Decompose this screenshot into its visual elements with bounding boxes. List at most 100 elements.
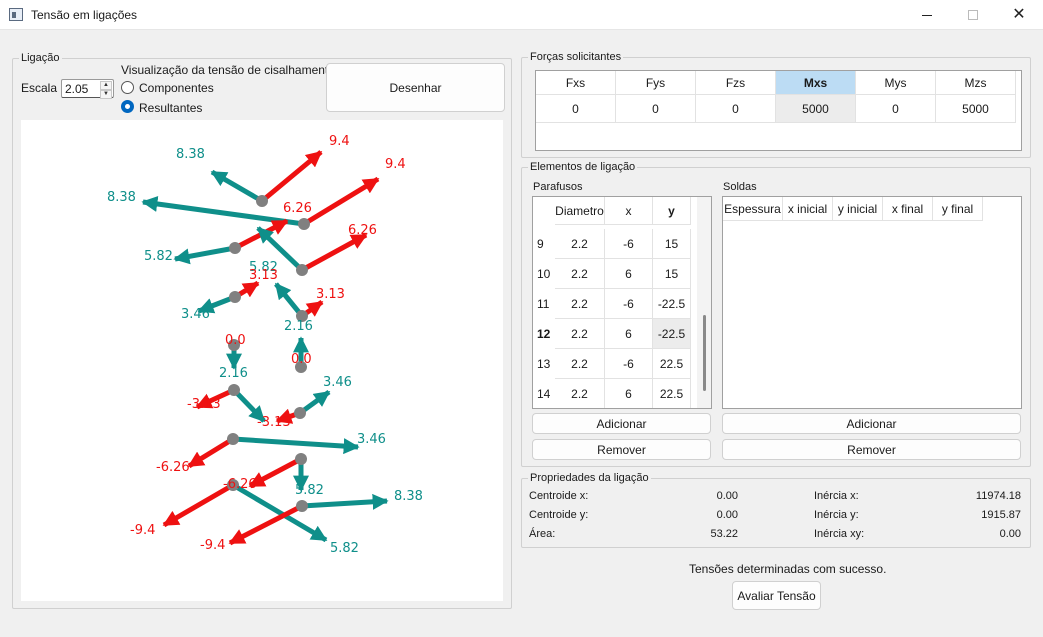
- teal-stress-label: 5.82: [295, 483, 324, 498]
- forcas-table[interactable]: Fxs 0 Fys 0 Fzs 0 Mxs 5000 Mys 0 Mzs 5000: [535, 70, 1022, 151]
- componentes-radio[interactable]: [121, 81, 134, 94]
- bolt-node: [296, 264, 308, 276]
- forcas-header-mys[interactable]: Mys: [856, 71, 936, 95]
- red-resultant-arrow: [233, 218, 289, 251]
- forcas-cell-mxs[interactable]: 5000: [776, 95, 856, 123]
- soldas-header-x-inicial[interactable]: x inicial: [783, 197, 833, 221]
- teal-resultant-arrow: [232, 436, 360, 455]
- desenhar-button[interactable]: Desenhar: [326, 63, 505, 112]
- parafusos-cell-x[interactable]: 6: [605, 319, 653, 349]
- bolt-node: [296, 310, 308, 322]
- parafusos-scrollbar-thumb[interactable]: [703, 315, 706, 391]
- parafusos-row-index: 13: [537, 357, 551, 371]
- parafusos-cell-d[interactable]: 2.2: [555, 349, 605, 379]
- teal-resultant-arrow: [210, 169, 264, 204]
- parafusos-table[interactable]: Diametro x y 9 2.2 -6 15 10 2.2 6 15 11 2.2 -6 -22.5 12…: [532, 196, 712, 409]
- forcas-header-mzs[interactable]: Mzs: [936, 71, 1016, 95]
- inercia-xy-value: 0.00: [999, 528, 1021, 540]
- resultantes-radio[interactable]: [121, 100, 134, 113]
- forcas-header-fys[interactable]: Fys: [616, 71, 696, 95]
- maximize-button[interactable]: [950, 0, 996, 30]
- teal-stress-label: 8.38: [107, 190, 136, 205]
- forcas-cell-mys[interactable]: 0: [856, 95, 936, 123]
- soldas-header-y-final[interactable]: y final: [933, 197, 983, 221]
- parafusos-cell-y[interactable]: -22.5: [653, 289, 691, 319]
- parafusos-cell-d[interactable]: 2.2: [555, 319, 605, 349]
- forcas-cell-mzs[interactable]: 5000: [936, 95, 1016, 123]
- parafusos-cell-y[interactable]: 22.5: [653, 379, 691, 408]
- forcas-cell-fzs[interactable]: 0: [696, 95, 776, 123]
- teal-resultant-arrow: [231, 482, 328, 543]
- soldas-header-x-final[interactable]: x final: [883, 197, 933, 221]
- parafusos-cell-x[interactable]: -6: [605, 229, 653, 259]
- red-stress-label: -9.4: [200, 538, 225, 553]
- parafusos-cell-x[interactable]: 6: [605, 379, 653, 408]
- soldas-header-y-inicial[interactable]: y inicial: [833, 197, 883, 221]
- bolt-node: [298, 218, 310, 230]
- spin-up-icon[interactable]: ▲: [100, 81, 112, 90]
- parafusos-cell-d[interactable]: 2.2: [555, 379, 605, 408]
- forcas-header-mxs[interactable]: Mxs: [776, 71, 856, 95]
- red-resultant-arrow: [302, 176, 380, 227]
- bolt-node: [229, 242, 241, 254]
- bolt-node: [294, 407, 306, 419]
- parafusos-cell-x[interactable]: 6: [605, 259, 653, 289]
- red-resultant-arrow: [228, 503, 304, 546]
- soldas-remover-button[interactable]: Remover: [722, 439, 1021, 460]
- red-stress-label: 6.26: [283, 201, 312, 216]
- parafusos-header-x[interactable]: x: [605, 197, 653, 225]
- red-stress-label: 9.4: [329, 134, 350, 149]
- parafusos-cell-y[interactable]: 22.5: [653, 349, 691, 379]
- parafusos-cell-y[interactable]: 15: [653, 229, 691, 259]
- parafusos-row-index: 14: [537, 387, 551, 401]
- soldas-table[interactable]: Espessura x inicial y inicial x final y fina…: [722, 196, 1022, 409]
- parafusos-remover-button[interactable]: Remover: [532, 439, 711, 460]
- parafusos-cell-x[interactable]: -6: [605, 289, 653, 319]
- spin-down-icon[interactable]: ▼: [100, 90, 112, 99]
- parafusos-header-y[interactable]: y: [653, 197, 691, 225]
- red-resultant-arrow: [187, 436, 235, 469]
- forcas-group: Forças solicitantes: [521, 50, 1031, 158]
- ligacao-group: Ligação: [12, 51, 512, 609]
- avaliar-tensao-button[interactable]: Avaliar Tensão: [732, 581, 821, 610]
- red-stress-label: -9.4: [130, 523, 155, 538]
- componentes-label[interactable]: Componentes: [139, 81, 214, 95]
- parafusos-cell-y[interactable]: 15: [653, 259, 691, 289]
- red-resultant-arrow: [260, 150, 323, 203]
- stress-drawing: 9.48.389.48.386.265.826.265.823.133.463.…: [107, 134, 423, 556]
- teal-stress-label: 5.82: [330, 541, 359, 556]
- teal-resultant-arrow: [274, 282, 304, 318]
- centroide-y-value: 0.00: [716, 509, 738, 521]
- visualizacao-label: Visualização da tensão de cisalhamento:: [121, 63, 339, 77]
- parafusos-header-diametro[interactable]: Diametro: [555, 197, 605, 225]
- parafusos-cell-y[interactable]: -22.5: [653, 319, 691, 349]
- escala-spinbox[interactable]: 2.05 ▲ ▼: [61, 79, 114, 99]
- parafusos-adicionar-button[interactable]: Adicionar: [532, 413, 711, 434]
- teal-stress-label: 3.46: [181, 307, 210, 322]
- forcas-header-fzs[interactable]: Fzs: [696, 71, 776, 95]
- parafusos-cell-d[interactable]: 2.2: [555, 259, 605, 289]
- centroide-y-label: Centroide y:: [529, 509, 589, 521]
- soldas-adicionar-button[interactable]: Adicionar: [722, 413, 1021, 434]
- title-bar: Tensão em ligações ✕: [0, 0, 1043, 30]
- maximize-icon: [968, 10, 978, 20]
- teal-resultant-arrow: [173, 245, 236, 265]
- forcas-cell-fxs[interactable]: 0: [536, 95, 616, 123]
- spin-arrows[interactable]: ▲ ▼: [100, 81, 112, 99]
- ligacao-group-title: Ligação: [19, 51, 62, 65]
- parafusos-scrollbar[interactable]: [697, 197, 711, 408]
- forcas-cell-fys[interactable]: 0: [616, 95, 696, 123]
- minimize-button[interactable]: [904, 0, 950, 30]
- teal-resultant-arrow: [232, 388, 266, 423]
- parafusos-row-index: 11: [537, 297, 550, 311]
- parafusos-cell-x[interactable]: -6: [605, 349, 653, 379]
- close-button[interactable]: ✕: [996, 0, 1042, 30]
- resultantes-label[interactable]: Resultantes: [139, 101, 203, 115]
- soldas-header-espessura[interactable]: Espessura: [723, 197, 783, 221]
- forcas-header-fxs[interactable]: Fxs: [536, 71, 616, 95]
- bolt-node: [227, 479, 239, 491]
- teal-stress-label: 2.16: [284, 319, 313, 334]
- parafusos-cell-d[interactable]: 2.2: [555, 289, 605, 319]
- propriedades-group-title: Propriedades da ligação: [528, 471, 651, 485]
- parafusos-cell-d[interactable]: 2.2: [555, 229, 605, 259]
